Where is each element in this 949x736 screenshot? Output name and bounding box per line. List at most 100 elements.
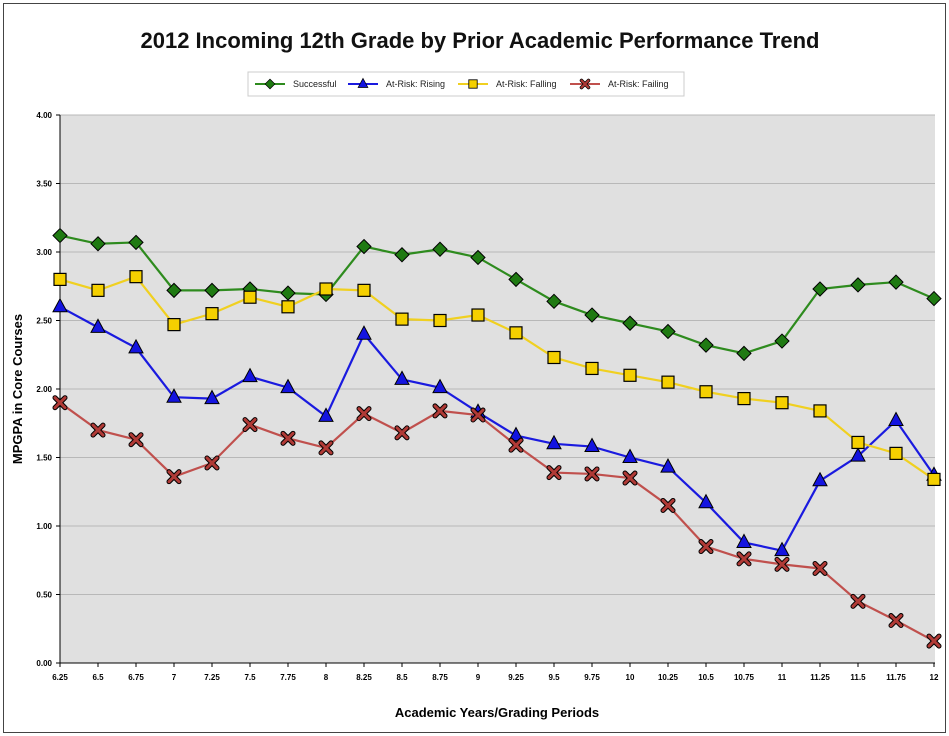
triangle-marker bbox=[52, 297, 68, 313]
x-marker-fill bbox=[129, 433, 143, 447]
x-tick-label: 8 bbox=[324, 673, 329, 682]
square-marker bbox=[927, 472, 941, 487]
triangle-marker bbox=[318, 407, 334, 422]
series-line bbox=[59, 305, 935, 552]
x-marker bbox=[394, 425, 410, 441]
diamond-marker bbox=[736, 345, 752, 362]
diamond-marker bbox=[264, 78, 276, 90]
x-marker bbox=[204, 455, 220, 471]
diamond-marker bbox=[546, 293, 562, 310]
square-marker bbox=[889, 446, 903, 460]
x-tick-label: 10 bbox=[626, 673, 635, 682]
y-tick-label: 2.00 bbox=[36, 385, 52, 394]
diamond-marker bbox=[280, 285, 296, 301]
diamond-marker bbox=[850, 277, 866, 293]
x-tick-label: 7.5 bbox=[244, 673, 256, 682]
x-marker-fill bbox=[509, 438, 523, 452]
triangle-marker bbox=[812, 471, 828, 487]
x-tick-label: 11.25 bbox=[810, 673, 830, 682]
x-marker bbox=[812, 560, 828, 576]
triangle-marker bbox=[204, 389, 220, 405]
x-tick-label: 7.75 bbox=[280, 673, 296, 682]
x-marker bbox=[128, 432, 144, 448]
square-marker bbox=[205, 307, 219, 321]
square-marker bbox=[167, 318, 181, 332]
square-marker bbox=[547, 350, 561, 365]
diamond-marker bbox=[128, 234, 144, 251]
diamond-marker bbox=[622, 315, 638, 331]
y-tick-label: 3.50 bbox=[36, 180, 52, 189]
diamond-marker bbox=[166, 282, 182, 299]
x-tick-label: 7 bbox=[172, 673, 177, 682]
x-marker bbox=[280, 430, 296, 446]
y-tick-label: 1.50 bbox=[36, 454, 52, 463]
x-marker-fill bbox=[623, 471, 637, 485]
diamond-marker bbox=[926, 290, 942, 307]
triangle-marker bbox=[698, 493, 714, 509]
x-marker-fill bbox=[585, 467, 599, 481]
x-marker-fill bbox=[357, 407, 371, 421]
x-marker-fill bbox=[319, 441, 333, 455]
diamond-marker bbox=[698, 337, 714, 353]
x-marker bbox=[242, 417, 258, 433]
square-marker bbox=[357, 283, 371, 297]
y-tick-label: 2.50 bbox=[36, 317, 52, 326]
square-marker bbox=[129, 270, 143, 284]
square-marker bbox=[699, 385, 713, 399]
square-marker bbox=[468, 79, 478, 89]
x-marker-fill bbox=[53, 396, 67, 410]
x-marker-fill bbox=[205, 456, 219, 470]
x-marker-fill bbox=[281, 431, 295, 445]
square-marker bbox=[433, 313, 447, 328]
diamond-marker bbox=[470, 249, 486, 266]
triangle-marker bbox=[774, 541, 790, 557]
y-tick-label: 1.00 bbox=[36, 522, 52, 531]
x-marker bbox=[698, 539, 714, 555]
x-tick-label: 8.75 bbox=[432, 673, 448, 682]
square-marker bbox=[319, 282, 333, 296]
x-marker bbox=[579, 78, 591, 90]
x-marker-fill bbox=[167, 470, 181, 484]
triangle-marker bbox=[850, 447, 866, 462]
square-marker bbox=[471, 308, 485, 322]
triangle-marker bbox=[584, 437, 600, 453]
x-marker-fill bbox=[889, 614, 903, 628]
square-marker bbox=[395, 312, 409, 326]
x-marker bbox=[356, 406, 372, 422]
x-tick-label: 8.25 bbox=[356, 673, 372, 682]
square-marker bbox=[281, 300, 295, 314]
x-tick-label: 6.75 bbox=[128, 673, 144, 682]
x-marker bbox=[546, 465, 562, 481]
x-tick-label: 11.75 bbox=[886, 673, 906, 682]
x-marker-fill bbox=[927, 634, 941, 648]
x-tick-label: 6.5 bbox=[92, 673, 104, 682]
x-tick-label: 11.5 bbox=[850, 673, 866, 682]
x-tick-label: 10.5 bbox=[698, 673, 714, 682]
y-tick-label: 3.00 bbox=[36, 248, 52, 257]
triangle-marker bbox=[242, 367, 258, 383]
diamond-marker bbox=[432, 241, 448, 257]
diamond-marker bbox=[660, 323, 676, 340]
diamond-marker bbox=[812, 281, 828, 297]
x-marker bbox=[926, 633, 942, 649]
x-marker-fill bbox=[433, 404, 447, 418]
series-at-risk-failing bbox=[52, 395, 942, 649]
x-marker bbox=[318, 440, 334, 456]
x-tick-label: 9 bbox=[476, 673, 481, 682]
square-marker bbox=[737, 391, 751, 406]
x-marker-fill bbox=[699, 540, 713, 554]
chart-title: 2012 Incoming 12th Grade by Prior Academ… bbox=[141, 28, 820, 53]
square-marker bbox=[585, 361, 599, 376]
x-axis-label: Academic Years/Grading Periods bbox=[395, 705, 599, 720]
square-marker bbox=[851, 435, 865, 450]
x-tick-label: 10.75 bbox=[734, 673, 755, 682]
triangle-marker bbox=[394, 370, 410, 385]
x-marker bbox=[432, 403, 448, 419]
triangle-marker bbox=[736, 533, 752, 548]
x-marker-fill bbox=[471, 408, 485, 422]
legend-label: At-Risk: Rising bbox=[386, 79, 445, 89]
x-marker-fill bbox=[243, 418, 257, 432]
square-marker bbox=[661, 375, 675, 389]
triangle-marker bbox=[432, 378, 448, 394]
